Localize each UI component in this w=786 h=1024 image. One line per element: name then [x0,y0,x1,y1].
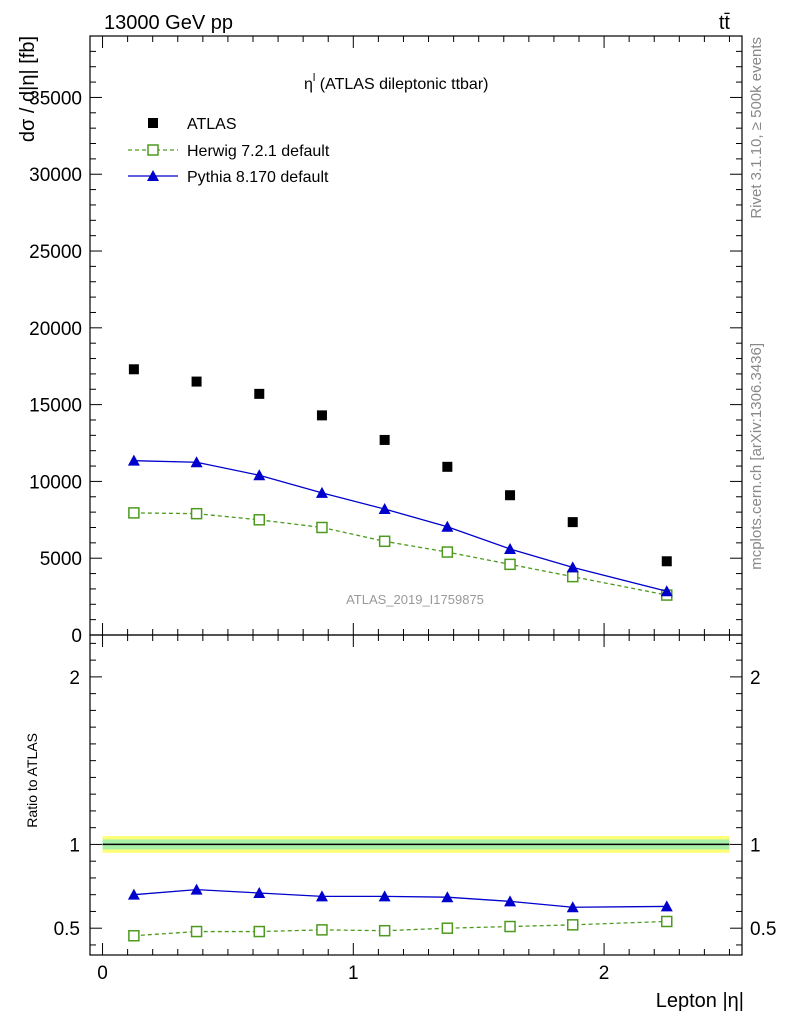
process-label: tt̄ [719,12,731,34]
main-herwig-point-6 [504,558,516,571]
ratio-pythia-point-2 [253,887,266,899]
ratio-herwig-point-5 [441,922,454,934]
ratio-pythia-point-5 [441,891,454,903]
main-y-tick-label: 15000 [29,396,82,417]
ratio-pythia-point-3 [315,890,328,902]
ratio-y-tick-label-right: 1 [750,835,761,856]
x-axis-label: Lepton |η| [656,990,744,1012]
ratio-pythia-point-0 [127,888,140,900]
main-herwig-point-5 [441,546,454,558]
main-atlas-point-3 [316,410,327,421]
legend: ATLAS Herwig 7.2.1 default Pythia 8.170 … [128,116,330,186]
ratio-herwig-point-8 [661,915,673,928]
main-pythia-point-6 [504,542,517,554]
ratio-pythia-point-6 [504,895,517,907]
legend-marker-pythia [147,170,159,181]
ratio-y-tick-label-left: 0.5 [54,919,80,940]
ratio-herwig-point-4 [378,924,391,937]
ratio-herwig-point-0 [128,929,140,942]
main-y-tick-label: 30000 [29,165,82,186]
analysis-watermark: ATLAS_2019_I1759875 [346,592,484,607]
series-layer [127,364,673,942]
main-herwig-point-0 [128,507,140,519]
main-atlas-point-1 [191,376,202,387]
main-y-tick-label: 10000 [29,472,82,493]
ratio-pythia-point-7 [566,901,579,913]
main-atlas-point-7 [567,517,578,528]
main-atlas-point-2 [254,388,265,399]
main-y-tick-label: 5000 [40,549,82,570]
x-tick-label: 1 [348,963,359,984]
ratio-herwig-point-2 [253,925,266,938]
main-pythia-point-3 [315,486,328,498]
ratio-herwig-point-6 [504,920,516,933]
ratio-y-axis-label: Ratio to ATLAS [24,733,40,828]
rivet-version-label: Rivet 3.1.10, ≥ 500k events [748,37,765,219]
main-atlas-point-4 [379,434,390,445]
main-pythia-point-5 [441,520,454,532]
axes-frames [89,35,743,956]
ratio-herwig-point-7 [566,919,579,931]
main-title: ηl (ATLAS dileptonic ttbar) [304,72,488,93]
main-y-tick-label: 0 [71,626,82,647]
main-pythia-point-1 [190,456,203,468]
ratio-herwig-point-3 [316,924,328,936]
main-y-axis-label: dσ / d|η| [fb] [17,36,39,142]
main-herwig-point-4 [378,535,391,548]
main-pythia-point-0 [127,454,140,466]
main-atlas-point-6 [505,490,516,501]
legend-label-herwig: Herwig 7.2.1 default [187,143,330,160]
ratio-pythia-point-8 [660,900,673,912]
ratio-y-tick-label-left: 1 [69,835,80,856]
ratio-pythia-point-1 [190,883,203,895]
main-y-tick-label: 35000 [29,88,82,109]
main-pythia-point-2 [253,469,266,481]
main-herwig-point-1 [190,507,203,520]
main-pythia-line [133,460,667,592]
legend-label-pythia: Pythia 8.170 default [187,169,329,186]
ratio-y-tick-label-right: 0.5 [750,919,776,940]
main-atlas-point-5 [442,461,453,472]
mcplots-reference-label: mcplots.cern.ch [arXiv:1306.3436] [748,343,765,570]
ratio-pythia-line [133,889,667,908]
main-herwig-point-3 [316,521,328,534]
energy-label: 13000 GeV pp [104,12,233,34]
x-tick-label: 0 [97,963,108,984]
main-herwig-point-7 [566,570,579,583]
x-tick-label: 2 [599,963,610,984]
legend-marker-herwig [147,144,159,156]
ratio-y-tick-label-right: 2 [750,668,761,689]
main-atlas-point-8 [661,556,672,567]
ratio-y-tick-label-left: 2 [69,668,80,689]
ratio-pythia-point-4 [378,890,391,902]
main-pythia-point-4 [378,503,391,515]
main-y-tick-label: 20000 [29,319,82,340]
legend-label-atlas: ATLAS [187,116,237,133]
ratio-plot-frame [89,634,743,956]
axis-ticks: 0 5000 10000 15000 20000 25000 30000 35000 0 1 2 0.… [29,36,776,984]
main-y-tick-label: 25000 [29,242,82,263]
main-atlas-point-0 [128,364,139,375]
legend-marker-atlas [148,118,158,128]
ratio-herwig-line [133,920,667,937]
main-herwig-point-2 [253,514,266,526]
main-pythia-point-7 [566,561,579,573]
ratio-herwig-point-1 [190,925,203,938]
main-herwig-line [133,512,667,596]
main-pythia-point-8 [660,585,673,597]
